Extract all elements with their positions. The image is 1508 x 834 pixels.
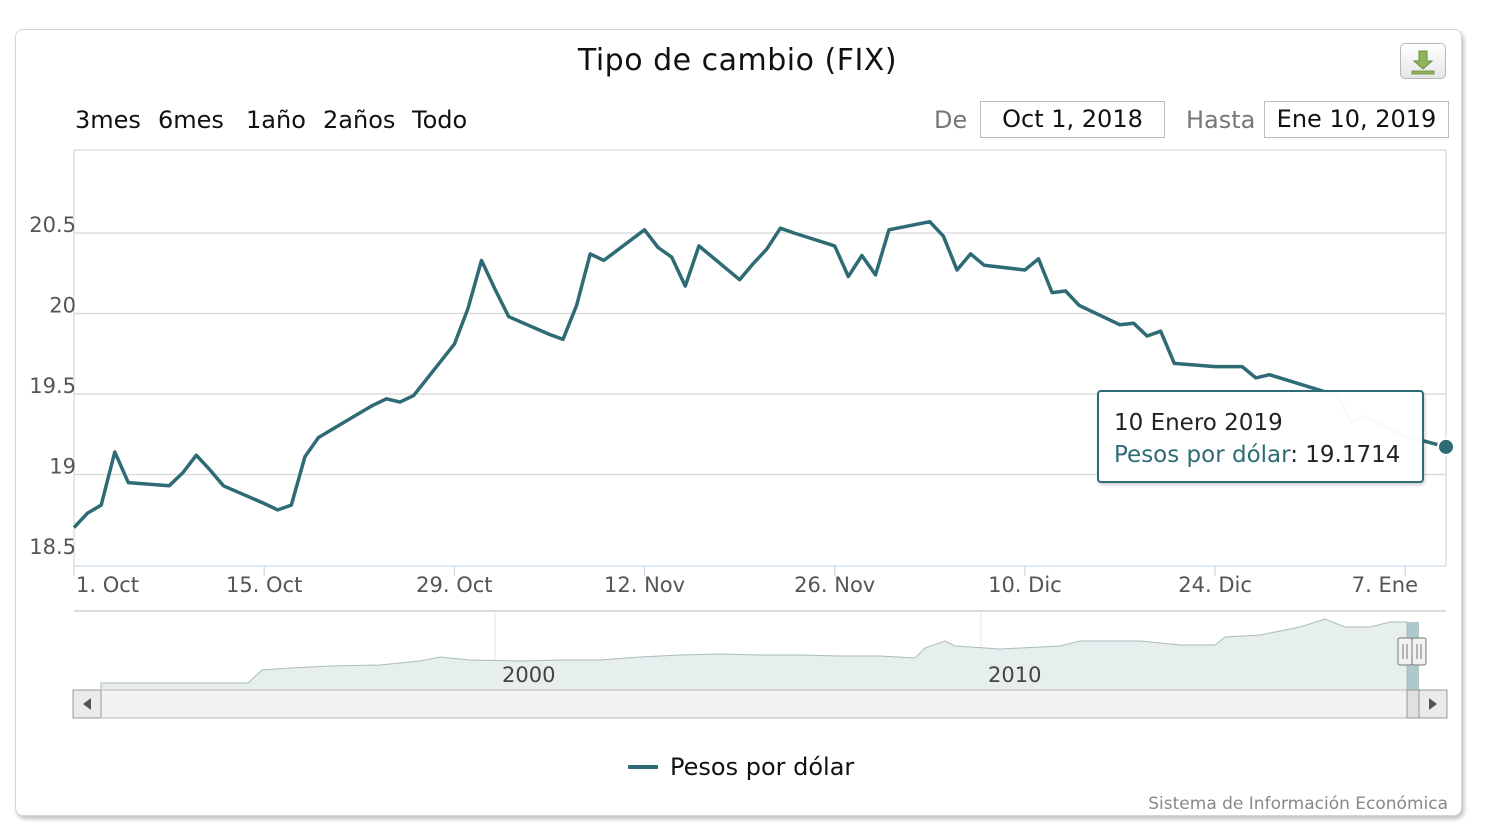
- x-tick-label: 7. Ene: [1352, 573, 1418, 597]
- tooltip: 10 Enero 2019 Pesos por dólar: 19.1714: [1097, 390, 1424, 483]
- hover-marker: [1437, 437, 1455, 456]
- navigator-handle-right[interactable]: [1411, 637, 1427, 666]
- x-tick-label: 15. Oct: [226, 573, 302, 597]
- x-tick-label: 24. Dic: [1178, 573, 1252, 597]
- tooltip-date: 10 Enero 2019: [1114, 410, 1283, 436]
- scroll-left-button[interactable]: [72, 689, 102, 719]
- x-tick-label: 26. Nov: [794, 573, 875, 597]
- tooltip-value: 19.1714: [1305, 442, 1401, 468]
- y-tick-label: 19: [49, 455, 76, 479]
- chart-title: Tipo de cambio (FIX): [577, 43, 898, 78]
- x-tick-label: 10. Dic: [988, 573, 1062, 597]
- plot-frame: [73, 149, 1447, 567]
- x-tick-label: 12. Nov: [604, 573, 685, 597]
- navigator-series-area: [100, 618, 1408, 691]
- series-layer[interactable]: [72, 219, 1455, 529]
- legend-line-icon: [628, 765, 658, 769]
- from-date-input[interactable]: Oct 1, 2018: [980, 101, 1165, 138]
- download-icon: [1411, 50, 1435, 75]
- arrow-left-icon: [83, 698, 91, 710]
- range-button-1ano[interactable]: 1año: [246, 106, 306, 134]
- y-tick-label: 19.5: [29, 374, 76, 398]
- series-line-pesos-por-dolar[interactable]: [72, 219, 1447, 529]
- y-axis-labels: 18.5 19 19.5 20 20.5: [29, 213, 76, 559]
- x-tick-label: 1. Oct: [76, 573, 139, 597]
- navigator-handle-left[interactable]: [1397, 637, 1413, 666]
- credits-link[interactable]: Sistema de Información Económica: [1148, 794, 1448, 814]
- y-tick-label: 20: [49, 294, 76, 318]
- range-button-6mes[interactable]: 6mes: [158, 106, 224, 134]
- scrollbar[interactable]: [72, 689, 1448, 719]
- y-tick-label: 20.5: [29, 213, 76, 237]
- legend-label: Pesos por dólar: [670, 753, 855, 781]
- tooltip-series-name: Pesos por dólar: [1114, 442, 1291, 468]
- y-tick-label: 18.5: [29, 535, 76, 559]
- tooltip-separator: :: [1290, 442, 1306, 468]
- to-date-label: Hasta: [1186, 106, 1256, 134]
- export-button[interactable]: [1400, 43, 1446, 79]
- range-button-todo[interactable]: Todo: [412, 106, 468, 134]
- legend-item[interactable]: Pesos por dólar: [628, 752, 854, 782]
- scrollbar-track[interactable]: [72, 689, 1448, 719]
- to-date-input[interactable]: Ene 10, 2019: [1264, 101, 1449, 138]
- x-axis-labels: 1. Oct 15. Oct 29. Oct 12. Nov 26. Nov 10. Di…: [73, 566, 1418, 597]
- x-tick-label: 29. Oct: [416, 573, 492, 597]
- from-date-label: De: [934, 106, 968, 134]
- tooltip-value-line: Pesos por dólar: 19.1714: [1114, 442, 1400, 468]
- navigator-label-2000: 2000: [502, 663, 555, 687]
- arrow-right-icon: [1429, 698, 1437, 710]
- range-button-2anos[interactable]: 2años: [323, 106, 396, 134]
- scroll-right-button[interactable]: [1418, 689, 1448, 719]
- range-button-3mes[interactable]: 3mes: [75, 106, 141, 134]
- navigator-label-2010: 2010: [988, 663, 1041, 687]
- scrollbar-thumb[interactable]: [1406, 689, 1420, 719]
